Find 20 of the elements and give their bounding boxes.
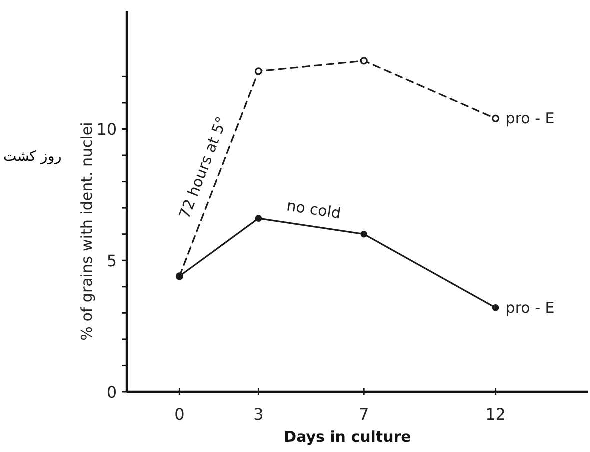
y-tick-label: 10 bbox=[96, 120, 117, 140]
x-tick-label: 7 bbox=[358, 405, 370, 424]
point bbox=[254, 68, 263, 76]
point bbox=[492, 304, 500, 312]
x-tick-label: 3 bbox=[254, 405, 264, 424]
y-tick-label: 5 bbox=[106, 252, 117, 271]
point bbox=[255, 215, 262, 222]
text: no cold bbox=[286, 196, 342, 223]
text: 72 hours at 5° bbox=[176, 114, 232, 222]
point bbox=[360, 57, 368, 65]
point bbox=[492, 114, 500, 123]
x-axis-title: Days in culture bbox=[284, 428, 412, 446]
annotation: pro - E bbox=[506, 298, 555, 317]
text: روز کشت bbox=[4, 148, 62, 165]
annotation: pro - E bbox=[506, 110, 555, 128]
y-tick-label: 0 bbox=[106, 383, 117, 402]
point bbox=[360, 230, 368, 238]
y-axis-title: % of grains with ident. nuclei bbox=[78, 122, 96, 341]
x-tick-label: 0 bbox=[174, 405, 185, 424]
x-tick-label: 12 bbox=[486, 405, 506, 424]
